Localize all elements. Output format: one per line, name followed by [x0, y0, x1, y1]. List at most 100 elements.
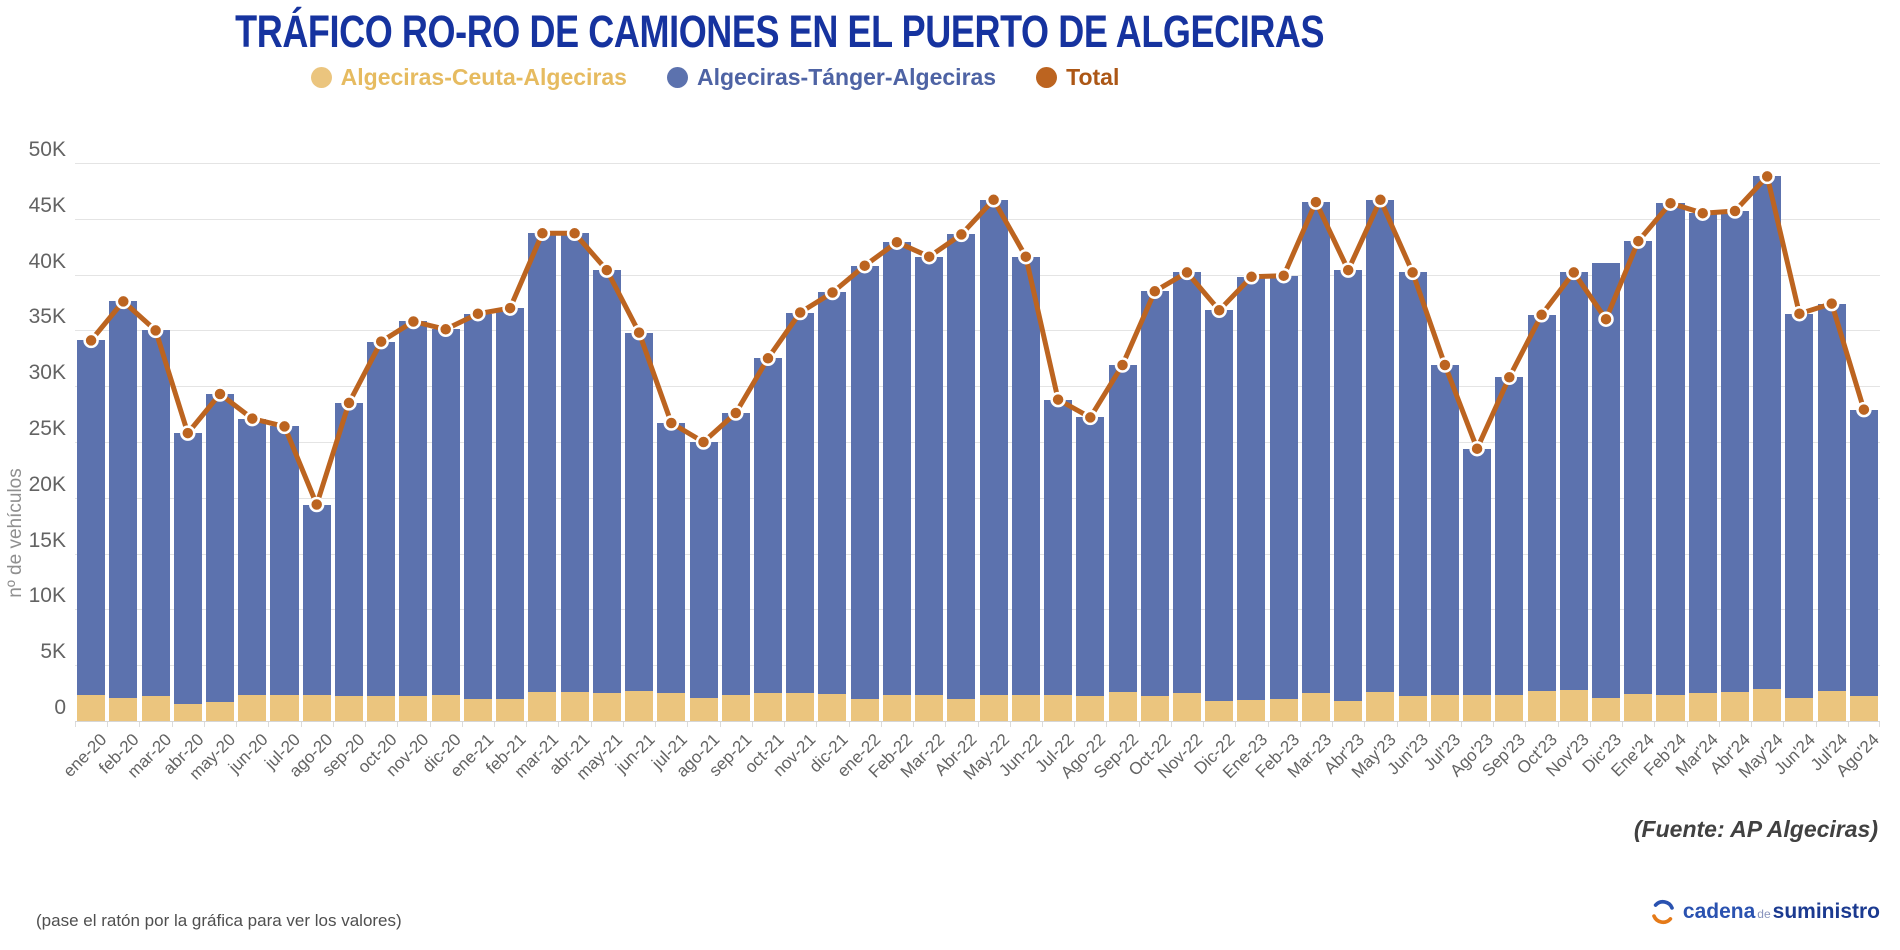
bar-segment-tanger[interactable]	[1334, 270, 1363, 701]
bar-segment-tanger[interactable]	[882, 242, 911, 696]
bar-segment-tanger[interactable]	[1301, 202, 1330, 694]
bar-oct-21[interactable]	[753, 358, 782, 721]
bar-segment-ceuta[interactable]	[77, 695, 106, 721]
bar-segment-ceuta[interactable]	[302, 695, 331, 721]
bar-segment-tanger[interactable]	[431, 329, 460, 696]
legend-item-total[interactable]: Total	[1036, 64, 1119, 91]
bar-segment-tanger[interactable]	[689, 442, 718, 698]
bar-Abr'24[interactable]	[1720, 211, 1749, 721]
bar-segment-tanger[interactable]	[1140, 291, 1169, 697]
bar-segment-ceuta[interactable]	[1269, 698, 1298, 721]
bar-segment-ceuta[interactable]	[786, 693, 815, 721]
bar-segment-tanger[interactable]	[625, 332, 654, 691]
bar-jun-21[interactable]	[625, 332, 654, 721]
bar-segment-tanger[interactable]	[238, 418, 267, 696]
bar-segment-ceuta[interactable]	[592, 693, 621, 721]
bar-segment-ceuta[interactable]	[496, 698, 525, 721]
total-dot-Feb'24[interactable]	[1662, 195, 1679, 211]
bar-Jun-22[interactable]	[1011, 256, 1040, 721]
bar-segment-ceuta[interactable]	[625, 690, 654, 721]
bar-segment-tanger[interactable]	[1237, 276, 1266, 700]
total-dot-May'24[interactable]	[1759, 168, 1775, 185]
total-dot-Ago-22[interactable]	[1082, 409, 1099, 426]
bar-segment-tanger[interactable]	[302, 504, 331, 696]
bar-segment-tanger[interactable]	[109, 301, 138, 698]
bar-segment-ceuta[interactable]	[1108, 691, 1137, 721]
bar-feb-21[interactable]	[496, 308, 525, 721]
bar-segment-tanger[interactable]	[334, 402, 363, 697]
bar-sep-20[interactable]	[334, 402, 363, 721]
total-dot-Jun'23[interactable]	[1404, 264, 1421, 281]
bar-segment-ceuta[interactable]	[1720, 691, 1749, 721]
total-dot-jun-20[interactable]	[244, 410, 261, 427]
bar-Mar'24[interactable]	[1688, 213, 1717, 721]
bar-segment-ceuta[interactable]	[173, 704, 202, 721]
total-dot-Ago'24[interactable]	[1856, 401, 1872, 418]
bar-segment-ceuta[interactable]	[1237, 699, 1266, 721]
bar-segment-ceuta[interactable]	[1076, 696, 1105, 721]
bar-segment-tanger[interactable]	[1108, 365, 1137, 692]
total-dot-Abr'24[interactable]	[1727, 203, 1743, 219]
total-dot-may-20[interactable]	[212, 386, 228, 402]
bar-segment-ceuta[interactable]	[1688, 693, 1717, 721]
bar-segment-ceuta[interactable]	[270, 695, 299, 721]
bar-mar-21[interactable]	[528, 233, 557, 721]
bar-segment-ceuta[interactable]	[528, 691, 557, 721]
bar-segment-ceuta[interactable]	[1656, 695, 1685, 721]
bar-Feb-23[interactable]	[1269, 275, 1298, 721]
total-dot-Jul'23[interactable]	[1437, 357, 1453, 373]
bar-Feb-22[interactable]	[882, 242, 911, 721]
bar-nov-20[interactable]	[399, 321, 428, 721]
bar-Abr'23[interactable]	[1334, 270, 1363, 721]
bar-oct-20[interactable]	[367, 341, 396, 721]
bar-segment-ceuta[interactable]	[399, 696, 428, 721]
bar-segment-tanger[interactable]	[496, 308, 525, 699]
bar-segment-ceuta[interactable]	[1849, 696, 1878, 721]
total-dot-Jul-22[interactable]	[1050, 391, 1066, 408]
total-dot-Nov'23[interactable]	[1566, 264, 1582, 281]
bar-segment-ceuta[interactable]	[206, 702, 235, 721]
bar-segment-ceuta[interactable]	[1527, 690, 1556, 721]
total-dot-may-21[interactable]	[599, 262, 615, 278]
bar-segment-tanger[interactable]	[1688, 213, 1717, 694]
total-dot-abr-20[interactable]	[180, 425, 196, 441]
bar-segment-ceuta[interactable]	[1785, 697, 1814, 721]
total-dot-Ago'23[interactable]	[1469, 440, 1485, 457]
bar-ago-21[interactable]	[689, 442, 718, 721]
bar-Oct-22[interactable]	[1140, 291, 1169, 721]
bar-segment-tanger[interactable]	[1592, 263, 1621, 698]
bar-Nov-22[interactable]	[1172, 272, 1202, 721]
bar-Jun'24[interactable]	[1785, 313, 1814, 721]
total-dot-Abr'23[interactable]	[1340, 262, 1356, 278]
bar-segment-tanger[interactable]	[1172, 272, 1202, 694]
bar-segment-tanger[interactable]	[77, 340, 106, 696]
bar-ago-20[interactable]	[302, 504, 331, 721]
bar-segment-tanger[interactable]	[721, 413, 750, 696]
bar-segment-tanger[interactable]	[1076, 417, 1105, 697]
bar-segment-tanger[interactable]	[1559, 272, 1588, 690]
total-dot-ene-22[interactable]	[856, 257, 873, 274]
bar-segment-ceuta[interactable]	[238, 695, 267, 721]
total-dot-dic-21[interactable]	[824, 284, 841, 301]
total-dot-Ene-23[interactable]	[1243, 269, 1260, 285]
bar-segment-ceuta[interactable]	[334, 696, 363, 721]
bar-segment-ceuta[interactable]	[1140, 696, 1169, 721]
total-dot-Ene'24[interactable]	[1630, 233, 1647, 249]
bar-Ene'24[interactable]	[1624, 241, 1653, 721]
total-dot-Dic-22[interactable]	[1211, 302, 1227, 319]
bar-Jun'23[interactable]	[1398, 272, 1427, 721]
total-dot-Oct'23[interactable]	[1533, 307, 1550, 323]
bar-segment-ceuta[interactable]	[721, 695, 750, 721]
bar-segment-ceuta[interactable]	[1817, 690, 1846, 721]
bar-segment-tanger[interactable]	[753, 358, 782, 694]
total-dot-oct-21[interactable]	[760, 350, 776, 367]
total-dot-Dic'23[interactable]	[1598, 311, 1614, 327]
bar-segment-ceuta[interactable]	[689, 697, 718, 721]
bar-Mar-22[interactable]	[915, 256, 944, 721]
bar-Nov'23[interactable]	[1559, 272, 1588, 721]
total-dot-nov-21[interactable]	[792, 304, 808, 321]
bar-Dic-22[interactable]	[1205, 310, 1234, 721]
bar-segment-tanger[interactable]	[850, 265, 879, 699]
bar-Jul-22[interactable]	[1044, 399, 1073, 721]
bar-nov-21[interactable]	[786, 312, 815, 721]
